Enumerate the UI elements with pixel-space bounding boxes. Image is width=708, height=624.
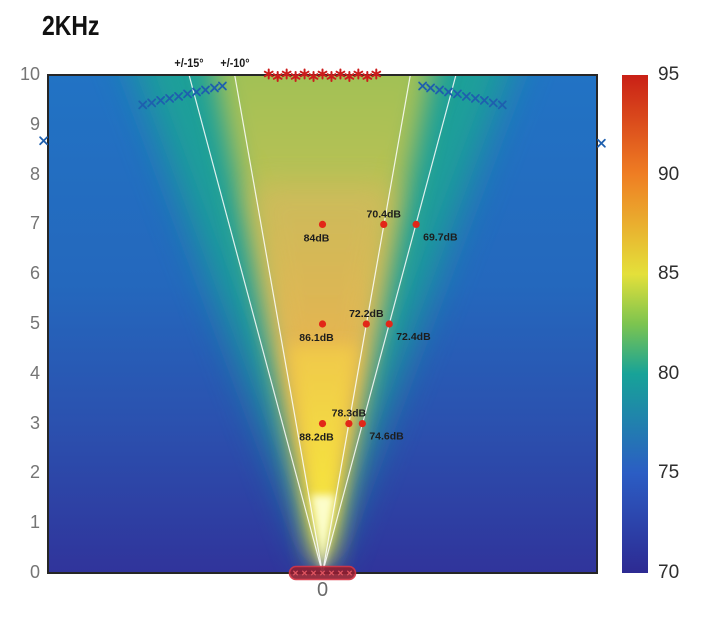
top-boundary-asterisks	[263, 68, 382, 82]
source-array-element	[319, 570, 326, 576]
db-label: 69.7dB	[423, 231, 458, 243]
asterisk-marker	[326, 71, 337, 82]
edge-x-markers	[39, 136, 606, 148]
measurement-dot	[385, 320, 393, 328]
x-marker	[479, 95, 489, 105]
db-label: 74.6dB	[369, 431, 404, 443]
chart-title: 2KHz	[42, 10, 100, 41]
x-marker	[444, 87, 453, 97]
angle-guide-line	[188, 75, 324, 573]
beam-apex-glow	[311, 495, 335, 573]
colorbar-tick-label: 75	[658, 462, 680, 484]
colorbar	[622, 75, 648, 573]
asterisk-marker	[335, 68, 346, 80]
db-label: 72.4dB	[396, 331, 431, 343]
asterisk-marker	[362, 71, 373, 82]
x-marker	[453, 89, 462, 99]
beam-bright-core	[288, 345, 358, 573]
x-marker	[147, 98, 157, 108]
heatmap-plot: 84dB 70.4dB 69.7dB 86.1dB 72.2dB 72.4dB 88.2dB…	[39, 68, 606, 581]
y-tick-label: 6	[29, 263, 40, 284]
asterisk-marker	[344, 71, 355, 82]
y-tick-label: 10	[19, 64, 40, 84]
heat-field	[48, 75, 597, 573]
x-marker	[470, 94, 480, 103]
y-tick-label: 8	[29, 163, 40, 184]
measurement-dot	[318, 320, 327, 328]
asterisk-marker	[317, 68, 328, 80]
measurement-dot	[318, 220, 327, 228]
asterisk-marker	[299, 68, 310, 80]
x-marker	[174, 92, 183, 101]
x-marker	[488, 98, 498, 108]
db-label: 72.2dB	[349, 308, 384, 320]
asterisk-marker	[272, 71, 283, 82]
measurement-dot	[318, 420, 327, 428]
x-marker	[201, 85, 210, 95]
x-tick-label: 0	[316, 579, 329, 601]
source-array-element	[337, 570, 344, 576]
x-marker	[165, 94, 175, 103]
db-label: 78.3dB	[332, 408, 367, 420]
y-tick-label: 5	[29, 313, 40, 333]
y-tick-label: 7	[29, 213, 40, 234]
source-array-element	[346, 570, 353, 576]
db-label: 84dB	[304, 232, 330, 244]
x-marker	[596, 138, 606, 148]
x-marker	[497, 100, 507, 110]
colorbar-tick-label: 85	[658, 263, 680, 285]
source-array	[288, 565, 357, 581]
x-marker	[462, 92, 471, 101]
left-x-chain	[138, 81, 227, 110]
asterisk-marker	[290, 71, 301, 82]
source-array-element	[301, 570, 308, 576]
y-tick-label: 4	[29, 362, 40, 383]
angle-label: +/-10°	[220, 56, 250, 70]
x-marker	[210, 83, 219, 93]
x-marker	[192, 87, 201, 97]
asterisk-marker	[308, 71, 319, 82]
angle-label: +/-15°	[174, 56, 204, 70]
x-marker	[138, 100, 148, 110]
angle-guide-line	[234, 75, 324, 573]
source-array-element	[310, 570, 317, 576]
y-tick-label: 0	[29, 562, 40, 582]
asterisk-marker	[263, 68, 274, 80]
marker-series	[39, 68, 606, 148]
colorbar-tick-label: 90	[658, 163, 680, 185]
x-marker	[183, 89, 192, 99]
colorbar-tick-label: 95	[658, 64, 680, 85]
y-tick-label: 1	[29, 512, 40, 533]
y-tick-label: 9	[29, 113, 40, 134]
x-marker	[426, 83, 435, 93]
x-marker	[435, 85, 444, 95]
measurement-points: 84dB 70.4dB 69.7dB 86.1dB 72.2dB 72.4dB 88.2dB…	[299, 208, 458, 443]
asterisk-marker	[281, 68, 292, 80]
measurement-dot	[380, 220, 388, 228]
db-label: 88.2dB	[299, 432, 334, 444]
measurement-dot	[362, 320, 370, 328]
db-label: 86.1dB	[299, 332, 334, 344]
y-tick-label: 2	[29, 462, 40, 483]
colorbar-tick-label: 80	[658, 362, 680, 384]
source-array-element	[292, 570, 299, 576]
x-marker	[218, 81, 227, 91]
db-label: 70.4dB	[367, 208, 402, 220]
x-marker	[39, 136, 49, 146]
y-tick-label: 3	[29, 412, 40, 433]
colorbar-tick-label: 70	[658, 562, 680, 583]
asterisk-marker	[353, 68, 364, 80]
measurement-dot	[412, 220, 420, 228]
source-array-element	[328, 570, 335, 576]
measurement-dot	[358, 420, 366, 428]
x-marker	[418, 81, 427, 91]
right-x-chain	[418, 81, 507, 110]
asterisk-marker	[371, 68, 382, 80]
measurement-dot	[345, 420, 353, 428]
x-marker	[156, 95, 166, 105]
